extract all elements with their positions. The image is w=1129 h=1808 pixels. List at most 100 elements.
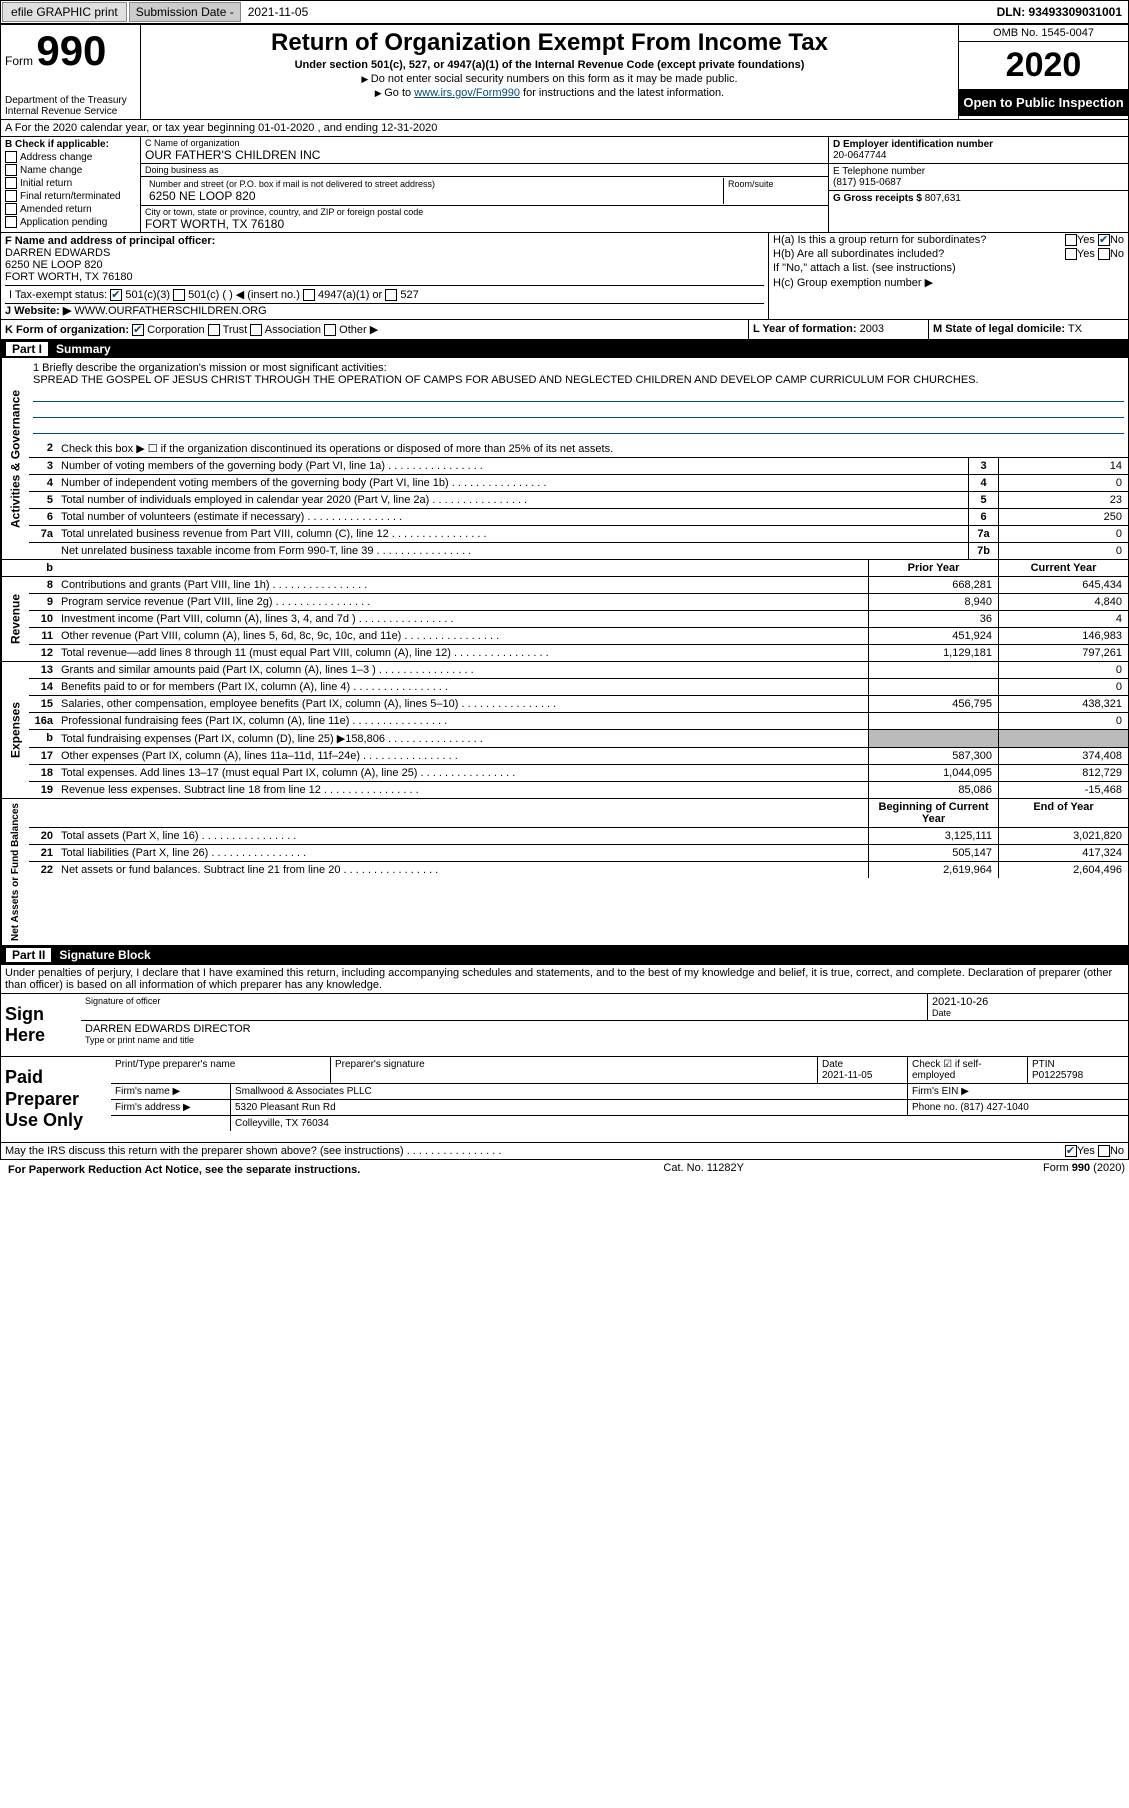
k-other-box[interactable] [324, 324, 336, 336]
c-value: OUR FATHER'S CHILDREN INC [145, 148, 824, 162]
summary-row: 22Net assets or fund balances. Subtract … [29, 862, 1128, 878]
summary-row: 12Total revenue—add lines 8 through 11 (… [29, 645, 1128, 661]
city-value: FORT WORTH, TX 76180 [145, 217, 824, 231]
b-option[interactable]: Address change [5, 151, 136, 163]
subtitle-3: Go to www.irs.gov/Form990 for instructio… [145, 87, 954, 99]
summary-row: 13Grants and similar amounts paid (Part … [29, 662, 1128, 679]
ha-no-box[interactable] [1098, 234, 1110, 246]
tax-year: 2020 [959, 42, 1128, 89]
checkbox-4947[interactable] [303, 289, 315, 301]
sign-here-row: Sign Here Signature of officer 2021-10-2… [1, 993, 1128, 1056]
b-option[interactable]: Application pending [5, 216, 136, 228]
prep-name-lbl: Print/Type preparer's name [111, 1057, 331, 1083]
phone-lbl: Phone no. [912, 1102, 958, 1113]
l-year: L Year of formation: 2003 [748, 320, 928, 339]
j-value: WWW.OURFATHERSCHILDREN.ORG [74, 305, 266, 317]
ha-yes-box[interactable] [1065, 234, 1077, 246]
discuss-yes-box[interactable] [1065, 1145, 1077, 1157]
c-name: C Name of organization OUR FATHER'S CHIL… [141, 137, 828, 164]
checkbox-527[interactable] [385, 289, 397, 301]
firm-addr1: 5320 Pleasant Run Rd [231, 1100, 908, 1115]
room-label: Room/suite [724, 178, 824, 204]
discuss-no-box[interactable] [1098, 1145, 1110, 1157]
summary-row: 21Total liabilities (Part X, line 26)505… [29, 845, 1128, 862]
hb-no-box[interactable] [1098, 248, 1110, 260]
phone-val: (817) 427-1040 [960, 1102, 1028, 1113]
section-f-to-j: F Name and address of principal officer:… [0, 233, 1129, 320]
subtitle-2: Do not enter social security numbers on … [145, 73, 954, 85]
pra-notice: For Paperwork Reduction Act Notice, see … [4, 1162, 364, 1178]
ein-label: D Employer identification number [833, 139, 1124, 150]
k-assoc: Association [265, 324, 321, 336]
ein: D Employer identification number 20-0647… [829, 137, 1128, 164]
dln: DLN: 93493309031001 [991, 3, 1128, 21]
department: Department of the Treasury Internal Reve… [5, 75, 136, 117]
form-number: 990 [36, 27, 106, 74]
public-inspection: Open to Public Inspection [959, 89, 1128, 116]
sidetab-governance: Activities & Governance [1, 358, 29, 559]
street-label: Number and street (or P.O. box if mail i… [149, 179, 719, 189]
discuss-question: May the IRS discuss this return with the… [5, 1145, 404, 1157]
summary-row: bTotal fundraising expenses (Part IX, co… [29, 730, 1128, 748]
k-corp: Corporation [147, 324, 204, 336]
hb-note: If "No," attach a list. (see instruction… [769, 261, 1128, 275]
form-title: Return of Organization Exempt From Incom… [145, 29, 954, 57]
l-value: 2003 [860, 323, 884, 335]
k-label: K Form of organization: [5, 324, 129, 336]
mission-block: 1 Briefly describe the organization's mi… [29, 358, 1128, 440]
end-hdr: End of Year [998, 799, 1128, 827]
expenses-section: Expenses 13Grants and similar amounts pa… [0, 662, 1129, 799]
summary-row: 17Other expenses (Part IX, column (A), l… [29, 748, 1128, 765]
revexp-header: b Prior Year Current Year [29, 560, 1128, 576]
efile-print-button[interactable]: efile GRAPHIC print [2, 2, 127, 22]
prep-sig-lbl: Preparer's signature [331, 1057, 818, 1083]
b-option[interactable]: Initial return [5, 177, 136, 189]
b-option[interactable]: Final return/terminated [5, 190, 136, 202]
discuss-yes: Yes [1077, 1145, 1095, 1157]
discuss-no: No [1110, 1145, 1124, 1157]
right-info: D Employer identification number 20-0647… [828, 137, 1128, 232]
firm-name: Smallwood & Associates PLLC [231, 1084, 908, 1099]
discuss-row: May the IRS discuss this return with the… [1, 1142, 1128, 1159]
f-city: FORT WORTH, TX 76180 [5, 271, 764, 283]
sig-date: 2021-10-26 [932, 996, 1124, 1008]
firm-ein-lbl: Firm's EIN ▶ [908, 1084, 1128, 1099]
checkbox-501c[interactable] [173, 289, 185, 301]
goto-post: for instructions and the latest informat… [523, 87, 724, 99]
title-block: Return of Organization Exempt From Incom… [141, 25, 958, 119]
omb-number: OMB No. 1545-0047 [959, 25, 1128, 42]
sig-intro: Under penalties of perjury, I declare th… [1, 965, 1128, 993]
prep-selfemp: Check ☑ if self-employed [908, 1057, 1028, 1083]
checkbox-501c3[interactable] [110, 289, 122, 301]
ha-label: H(a) Is this a group return for subordin… [773, 234, 986, 246]
opt-527: 527 [400, 289, 418, 301]
summary-row: 16aProfessional fundraising fees (Part I… [29, 713, 1128, 730]
k-trust-box[interactable] [208, 324, 220, 336]
right-h: H(a) Is this a group return for subordin… [768, 233, 1128, 319]
summary-row: 4Number of independent voting members of… [29, 475, 1128, 492]
b-option[interactable]: Amended return [5, 203, 136, 215]
klm-row: K Form of organization: Corporation Trus… [0, 320, 1129, 340]
form-word: Form [5, 54, 33, 68]
hb-yes-box[interactable] [1065, 248, 1077, 260]
part-2-num: Part II [6, 948, 51, 962]
instructions-link[interactable]: www.irs.gov/Form990 [414, 87, 520, 99]
submission-date-value: 2021-11-05 [242, 3, 315, 21]
checkboxes-b: B Check if applicable: Address change Na… [1, 137, 141, 232]
firm-addr2: Colleyville, TX 76034 [231, 1116, 1128, 1131]
f-label: F Name and address of principal officer: [5, 235, 764, 247]
j-website: J Website: ▶ WWW.OURFATHERSCHILDREN.ORG [5, 304, 764, 317]
summary-row: 14Benefits paid to or for members (Part … [29, 679, 1128, 696]
ha-yes: Yes [1077, 234, 1095, 246]
blank-line [33, 388, 1124, 402]
ha-no: No [1110, 234, 1124, 246]
netassets-section: Net Assets or Fund Balances Beginning of… [0, 799, 1129, 946]
goto-pre: Go to [384, 87, 414, 99]
k-corp-box[interactable] [132, 324, 144, 336]
k-trust: Trust [223, 324, 248, 336]
firm-name-lbl: Firm's name ▶ [111, 1084, 231, 1099]
b-option[interactable]: Name change [5, 164, 136, 176]
mission-text: SPREAD THE GOSPEL OF JESUS CHRIST THROUG… [33, 374, 1124, 386]
k-assoc-box[interactable] [250, 324, 262, 336]
mission-question: 1 Briefly describe the organization's mi… [33, 362, 1124, 374]
